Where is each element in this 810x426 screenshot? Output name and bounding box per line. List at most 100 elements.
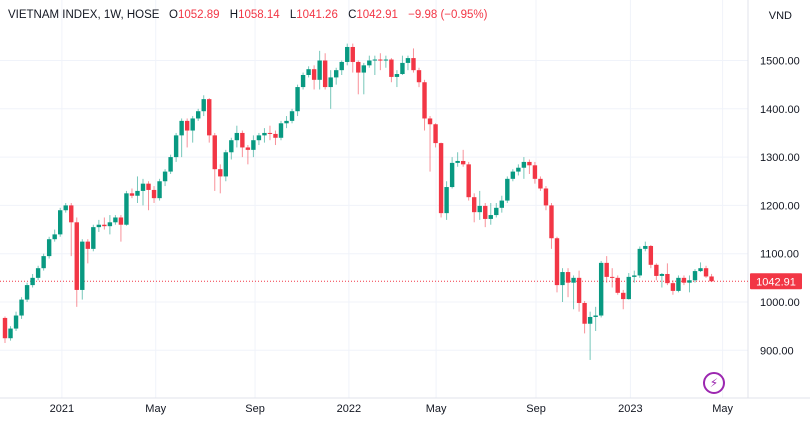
- candle-down: [604, 262, 609, 277]
- candle-up: [46, 239, 52, 257]
- candle-up: [698, 268, 703, 272]
- candle-down: [610, 276, 615, 278]
- candle-down: [311, 69, 317, 80]
- symbol-title[interactable]: VIETNAM INDEX, 1W, HOSE: [8, 9, 160, 21]
- candle-down: [576, 277, 582, 303]
- candle-up: [201, 99, 206, 112]
- candle-up: [41, 256, 46, 269]
- candle-up: [196, 111, 201, 119]
- candle-down: [356, 61, 361, 73]
- candle-up: [521, 161, 527, 168]
- candle-down: [322, 60, 328, 88]
- y-tick-label: 1500.00: [760, 56, 800, 68]
- candle-down: [554, 238, 560, 286]
- candle-down: [665, 273, 670, 284]
- candle-down: [483, 205, 488, 219]
- candle-down: [438, 143, 444, 214]
- y-tick-label: 1400.00: [760, 104, 800, 116]
- candle-down: [532, 165, 538, 179]
- candle-down: [129, 193, 135, 196]
- candle-down: [582, 302, 587, 324]
- candle-down: [681, 277, 687, 283]
- candle-down: [565, 272, 571, 283]
- candle-down: [102, 224, 107, 227]
- candle-down: [212, 135, 217, 170]
- candle-down: [416, 70, 422, 83]
- low-label: L: [289, 9, 297, 21]
- candle-up: [124, 193, 129, 225]
- x-tick-label: May: [426, 403, 447, 415]
- candle-up: [179, 120, 184, 136]
- y-tick-label: 900.00: [760, 345, 794, 357]
- candle-up: [477, 205, 482, 213]
- candle-down: [184, 120, 190, 131]
- candle-up: [659, 273, 665, 276]
- candle-down: [670, 283, 676, 291]
- candle-up: [35, 268, 41, 278]
- candle-down: [74, 222, 79, 290]
- candle-up: [571, 277, 576, 283]
- candle-down: [389, 59, 394, 77]
- candle-down: [240, 132, 245, 148]
- candle-up: [58, 210, 63, 235]
- x-tick-label: 2023: [618, 403, 642, 415]
- candle-up: [587, 316, 593, 324]
- candle-up: [367, 60, 372, 66]
- x-tick-label: Sep: [526, 403, 546, 415]
- x-tick-label: Sep: [245, 403, 265, 415]
- candle-up: [328, 77, 333, 88]
- candle-down: [472, 197, 477, 213]
- candle-up: [598, 262, 604, 316]
- candle-down: [466, 164, 471, 198]
- candle-up: [676, 277, 681, 291]
- candle-up: [637, 248, 642, 276]
- y-tick-label: 1100.00: [760, 249, 799, 261]
- candle-down: [118, 217, 124, 225]
- candle-up: [284, 120, 289, 124]
- candle-up: [289, 111, 295, 121]
- candle-up: [190, 118, 195, 131]
- change-value: −9.98 (−0.95%): [408, 9, 488, 21]
- candle-up: [687, 280, 692, 283]
- candle-down: [433, 124, 438, 144]
- candle-up: [278, 123, 284, 138]
- candle-up: [593, 315, 598, 317]
- candle-up: [223, 152, 228, 177]
- candle-up: [256, 135, 262, 141]
- last-price-label: 1042.91: [756, 276, 796, 288]
- candle-up: [13, 315, 19, 329]
- candle-up: [30, 277, 35, 286]
- candle-down: [2, 317, 8, 339]
- candle-up: [317, 60, 322, 80]
- candle-up: [140, 183, 146, 191]
- open-value: 1052.89: [178, 9, 220, 21]
- candle-down: [648, 245, 654, 265]
- candle-up: [157, 181, 162, 199]
- candle-up: [251, 140, 256, 150]
- x-tick-label: May: [145, 403, 166, 415]
- candle-up: [494, 207, 499, 216]
- lightning-icon[interactable]: ⚡︎: [703, 372, 725, 394]
- candle-up: [632, 275, 637, 277]
- candle-down: [703, 268, 709, 277]
- candle-up: [516, 167, 521, 172]
- candle-up: [560, 272, 565, 286]
- candle-up: [626, 276, 631, 300]
- candle-up: [63, 205, 68, 211]
- candle-down: [69, 205, 74, 223]
- candle-down: [615, 277, 620, 293]
- candle-down: [654, 264, 659, 276]
- candle-up: [262, 132, 267, 136]
- candle-up: [488, 215, 493, 219]
- candle-up: [19, 299, 24, 316]
- open-label: O: [169, 9, 178, 21]
- currency-label: VND: [768, 10, 792, 22]
- candle-down: [378, 59, 383, 61]
- candle-up: [692, 271, 698, 281]
- candle-up: [372, 59, 378, 61]
- candle-down: [146, 183, 151, 190]
- candle-down: [151, 189, 157, 199]
- candle-down: [411, 58, 416, 71]
- candle-down: [709, 276, 714, 282]
